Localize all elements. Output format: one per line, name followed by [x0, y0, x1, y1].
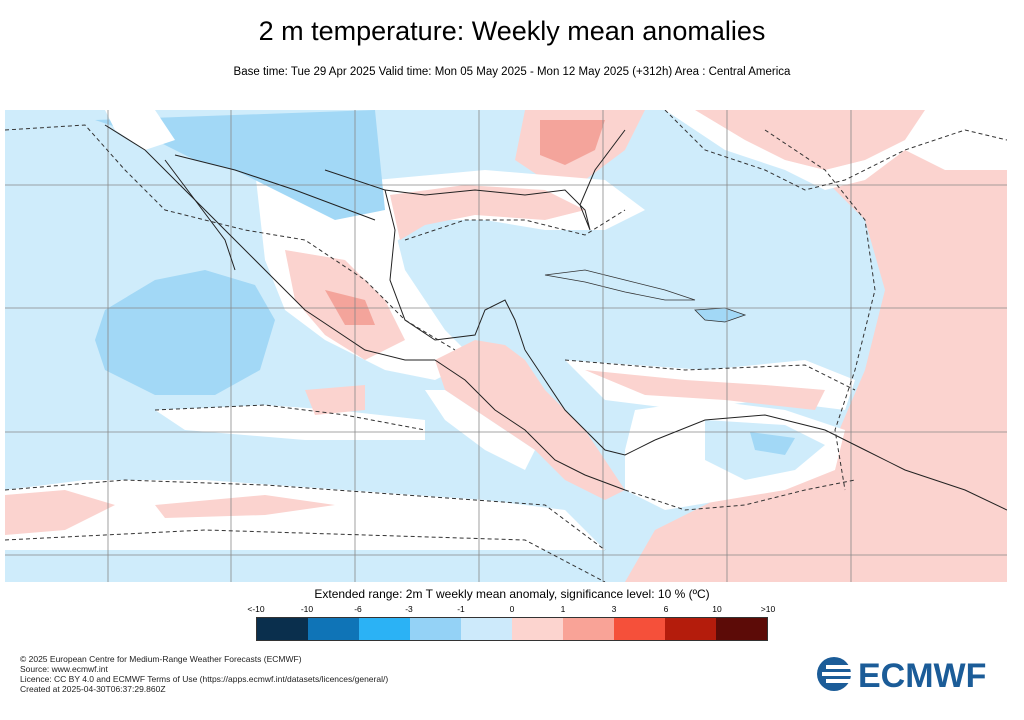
ecmwf-logo: ECMWF [817, 657, 986, 692]
cool-core-venezuela [750, 432, 795, 455]
warm-band-pacific-mid [155, 495, 335, 518]
legend-swatch [359, 618, 410, 640]
legend-label: -1 [457, 604, 465, 614]
map-subtitle: Base time: Tue 29 Apr 2025 Valid time: M… [233, 66, 791, 78]
legend-swatch [665, 618, 716, 640]
footer-created: Created at 2025-04-30T06:37:29.860Z [20, 684, 166, 694]
warm-region-gulf [390, 185, 585, 240]
neutral-band-pacific-mid [155, 405, 425, 440]
footer-copyright: © 2025 European Centre for Medium-Range … [20, 654, 302, 664]
neutral-patch-baja [105, 110, 175, 150]
neutral-region-mexico [255, 170, 475, 380]
anomaly-map [5, 110, 1007, 582]
legend-swatch [614, 618, 665, 640]
warm-region-east [625, 110, 1007, 582]
significance-contour-8 [404, 209, 626, 241]
legend-swatch [512, 618, 563, 640]
legend-swatch [308, 618, 359, 640]
warm-region-northeast [695, 110, 925, 170]
significance-contour-1 [5, 124, 456, 351]
cool-region-pacific [95, 270, 275, 395]
coastline-central-america [434, 359, 626, 491]
legend-label: 6 [663, 604, 669, 614]
ecmwf-logo-text: ECMWF [858, 657, 986, 692]
legend-swatch [563, 618, 614, 640]
neutral-region-central-america [425, 390, 535, 470]
cool-band-pacific-south [5, 550, 625, 582]
coastline-south-america [654, 414, 1007, 511]
legend-swatch [716, 618, 767, 640]
legend-label: -6 [354, 604, 362, 614]
land-cuba [544, 269, 696, 301]
footer: © 2025 European Centre for Medium-Range … [20, 654, 388, 694]
significance-contour-7 [624, 479, 856, 511]
legend-label: 1 [560, 604, 566, 614]
significance-contour-3 [5, 529, 606, 582]
significance-contour-5 [564, 359, 856, 391]
legend-label: <-10 [247, 604, 265, 614]
coastline-central-america-carib [524, 349, 656, 456]
coastline-baja [164, 159, 236, 271]
legend-labels: <-10 -10 -6 -3 -1 0 1 3 6 10 >10 [247, 604, 775, 616]
legend-label: -3 [405, 604, 413, 614]
significance-contour-2 [5, 479, 606, 551]
warm-core-us-east [540, 120, 605, 165]
land-central-america [435, 340, 625, 500]
footer-licence: Licence: CC BY 4.0 and ECMWF Terms of Us… [20, 674, 389, 684]
legend-colorbar [256, 617, 768, 641]
legend-label: >10 [760, 604, 776, 614]
legend-title: Extended range: 2m T weekly mean anomaly… [314, 587, 710, 601]
legend-swatch [461, 618, 512, 640]
warm-band-caribbean [585, 370, 825, 410]
legend-label: 0 [509, 604, 515, 614]
warm-core-mexico [325, 290, 375, 325]
page-title: 2 m temperature: Weekly mean anomalies [258, 16, 766, 46]
legend-label: 3 [611, 604, 617, 614]
coastline-gulf [324, 169, 526, 351]
ecmwf-logo-mark [817, 657, 852, 691]
significance-contour-6 [664, 110, 1007, 191]
significance-contour-9 [154, 404, 426, 431]
coastline-mexico-pacific [104, 124, 435, 361]
legend-label: 10 [712, 604, 722, 614]
significance-contour-4 [764, 129, 876, 491]
warm-band-pacific-west [5, 490, 115, 535]
warm-band-pacific-north [305, 385, 365, 415]
legend-swatch [257, 618, 308, 640]
coastline-us-gulf [384, 129, 626, 231]
footer-source: Source: www.ecmwf.int [20, 664, 108, 674]
legend-label: -10 [300, 604, 314, 614]
border-us-mexico [174, 154, 376, 221]
legend-swatch [410, 618, 461, 640]
